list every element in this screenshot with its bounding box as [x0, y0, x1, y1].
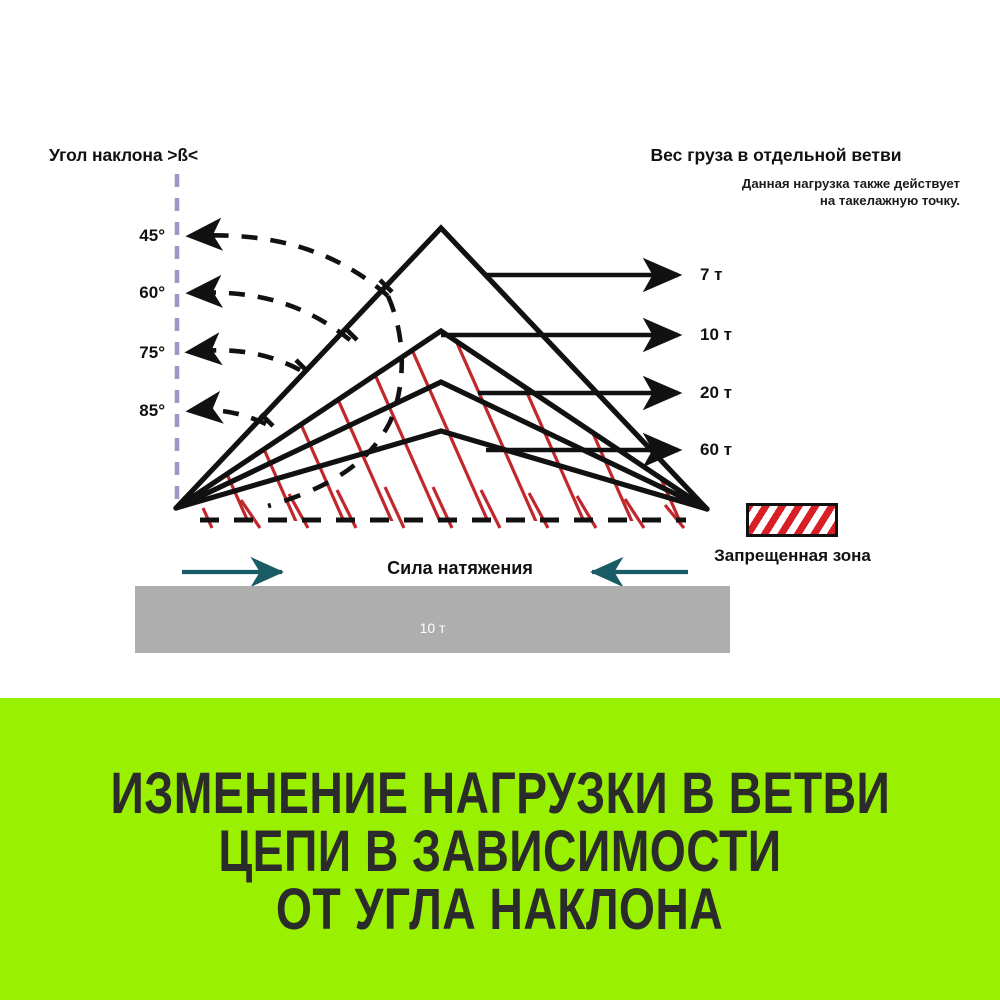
title-banner-inner: ИЗМЕНЕНИЕ НАГРУЗКИ В ВЕТВИ ЦЕПИ В ЗАВИСИ…: [0, 698, 1000, 1000]
angle-sweep-arc: [267, 295, 405, 509]
load-block: [135, 586, 730, 653]
angle-label-75: 75°: [139, 343, 165, 362]
banner-line-1: ИЗМЕНЕНИЕ НАГРУЗКИ В ВЕТВИ: [110, 761, 890, 826]
load-angle-diagram: [173, 174, 710, 588]
forbidden-zone-label: Запрещенная зона: [714, 546, 871, 565]
title-banner: ИЗМЕНЕНИЕ НАГРУЗКИ В ВЕТВИ ЦЕПИ В ЗАВИСИ…: [0, 698, 1000, 1000]
forbidden-zone-swatch: [746, 503, 838, 537]
triangle-45deg-7t: [173, 224, 710, 512]
triangle-85deg-60t: [173, 428, 710, 512]
angle-arc-60: [185, 274, 352, 342]
banner-line-3: ОТ УГЛА НАКЛОНА: [276, 877, 724, 942]
weight-label-20t: 20 т: [700, 383, 732, 402]
angle-title: Угол наклона >ß<: [49, 145, 199, 165]
tension-force-label: Сила натяжения: [387, 558, 533, 578]
load-block-label: 10 т: [419, 620, 446, 636]
banner-line-2: ЦЕПИ В ЗАВИСИМОСТИ: [218, 819, 782, 884]
load-subtitle: Данная нагрузка также действует на такел…: [741, 176, 960, 208]
angle-label-60: 60°: [139, 283, 165, 302]
weight-label-7t: 7 т: [700, 265, 723, 284]
weight-label-60t: 60 т: [700, 440, 732, 459]
arc-leg-ticks: [259, 278, 394, 428]
angle-arc-85: [185, 390, 267, 427]
load-title: Вес груза в отдельной ветви: [650, 145, 902, 165]
angle-label-85: 85°: [139, 401, 165, 420]
triangle-75deg-20t: [173, 379, 710, 512]
angle-arc-45: [185, 217, 390, 298]
angle-label-45: 45°: [139, 226, 165, 245]
weight-label-10t: 10 т: [700, 325, 732, 344]
diagram-area: Угол наклона >ß< Вес груза в отдельной в…: [49, 145, 960, 653]
angle-arc-75: [184, 332, 302, 373]
